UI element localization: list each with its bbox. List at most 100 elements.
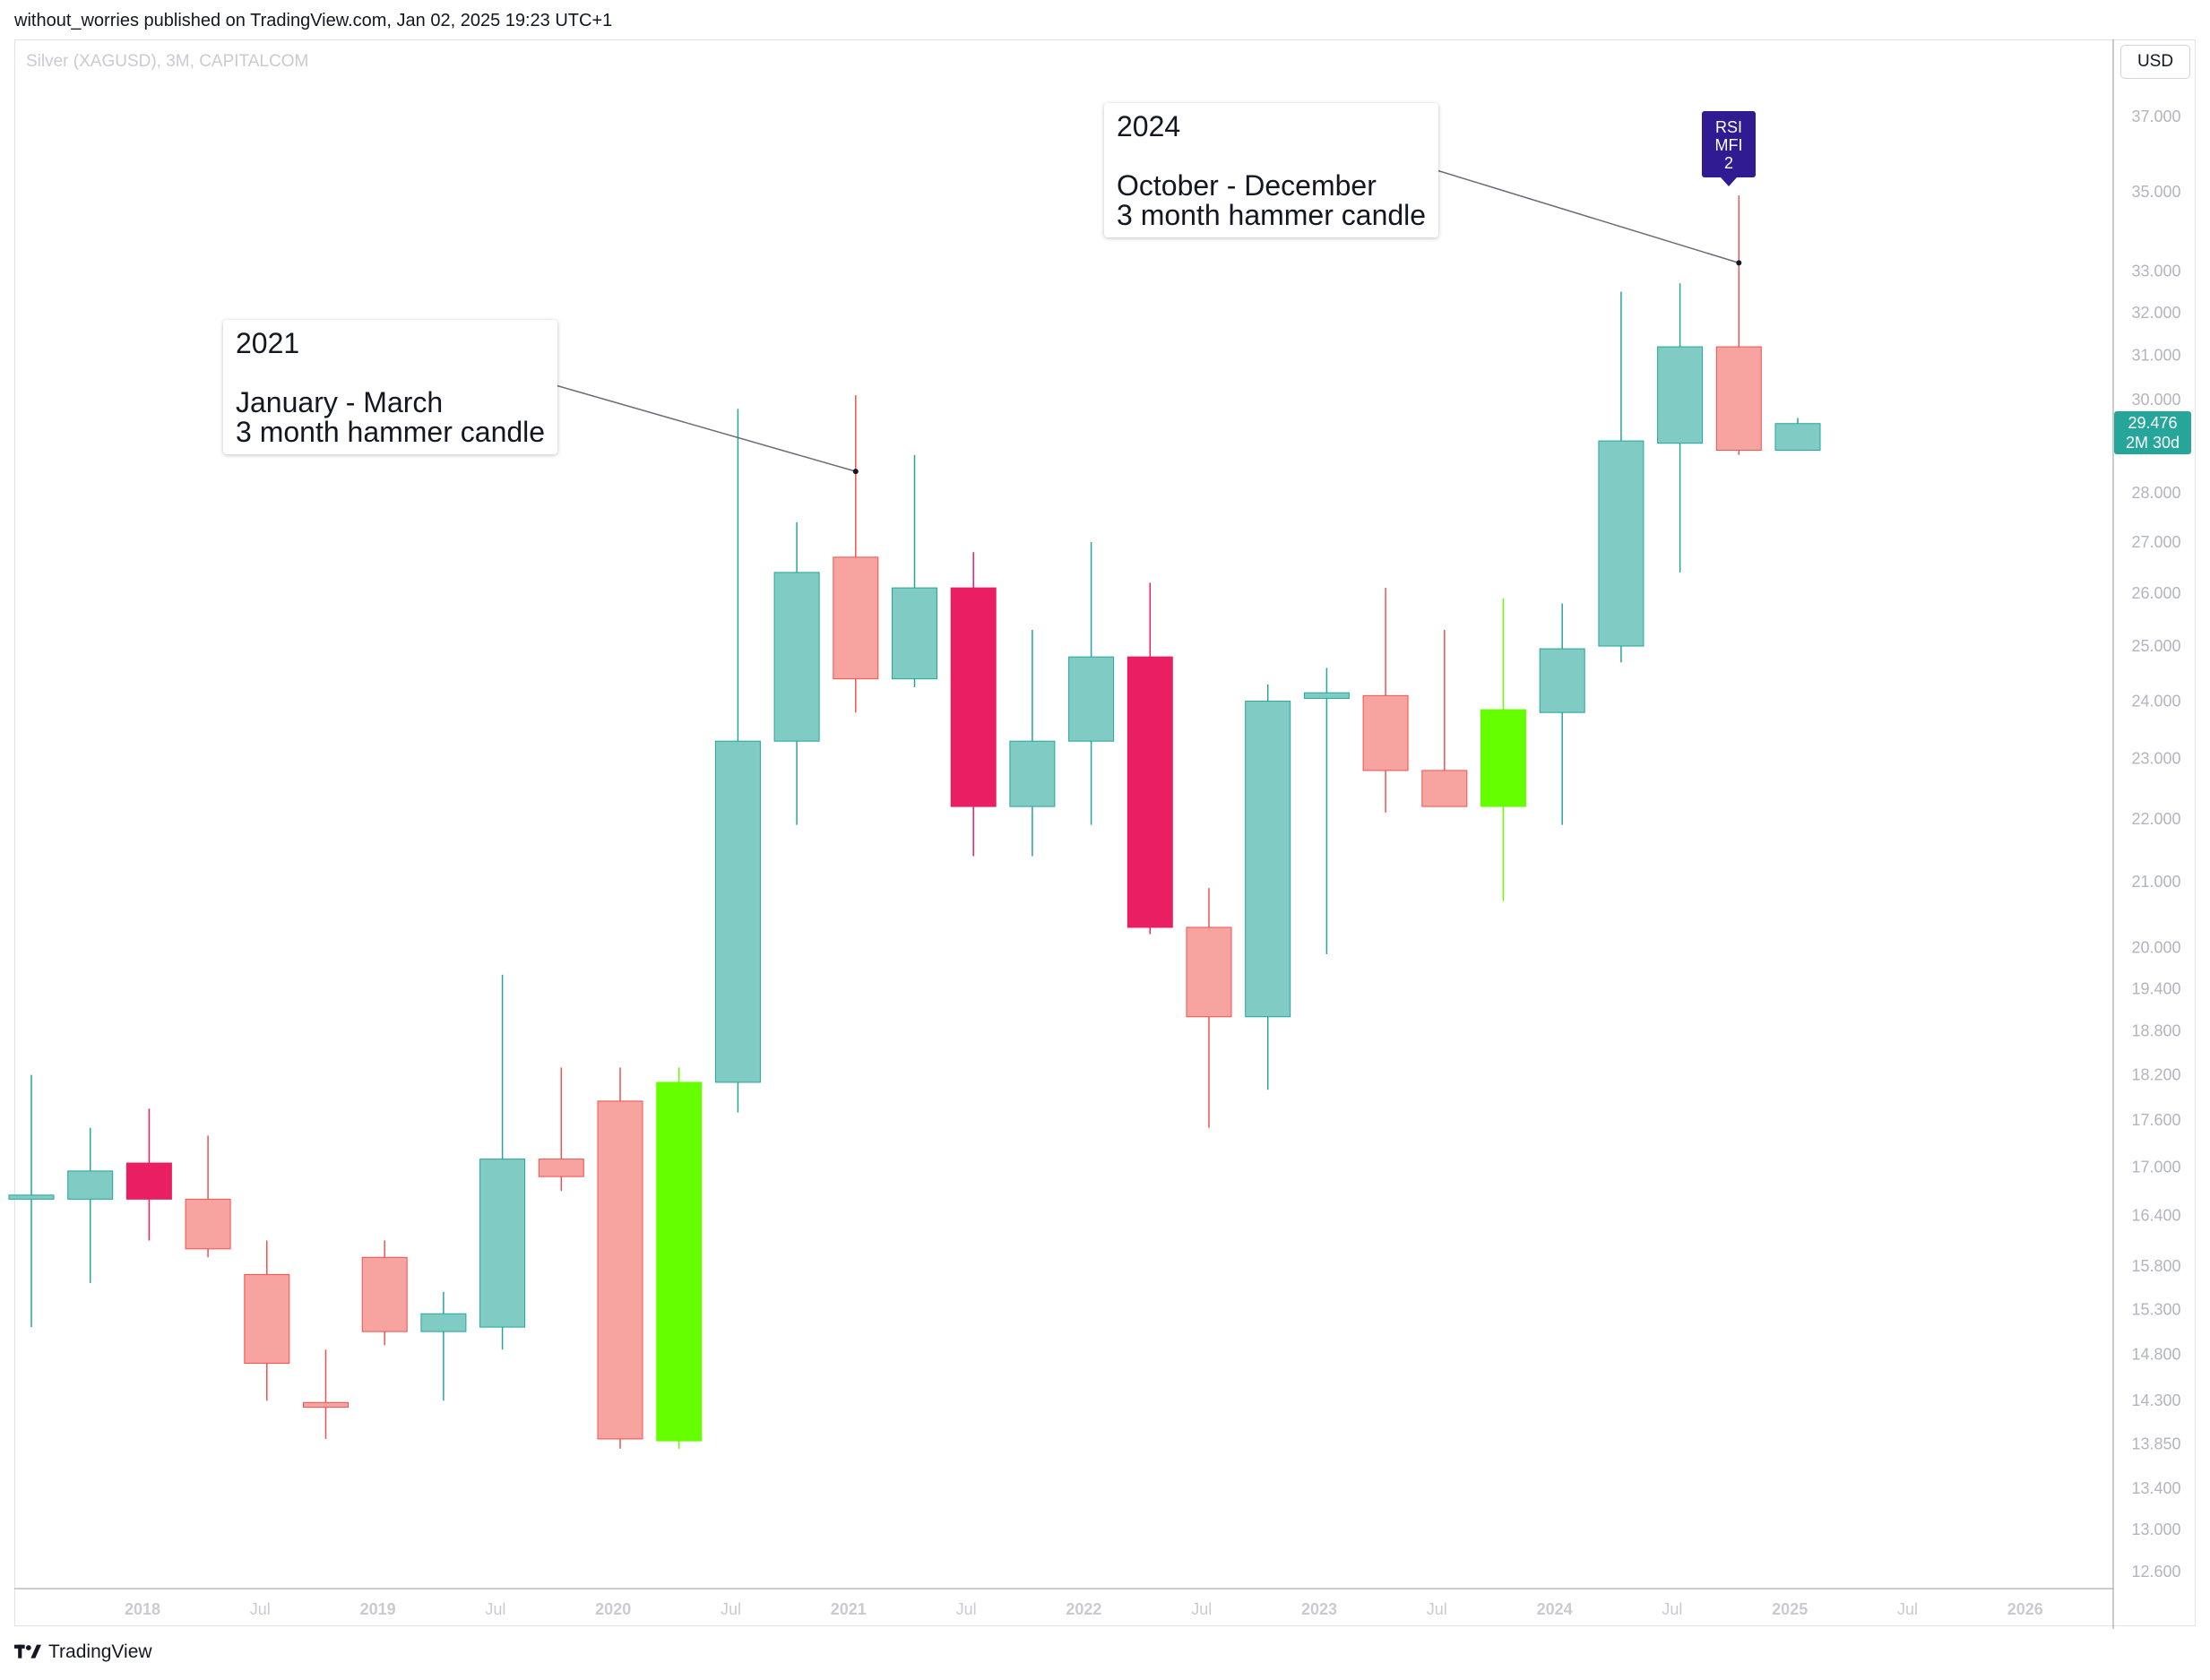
candle-body [950, 587, 997, 807]
x-tick-label: Jul [1191, 1600, 1212, 1618]
y-tick-label: 25.000 [2131, 637, 2180, 655]
y-tick-label: 33.000 [2131, 262, 2180, 280]
candle-body [185, 1198, 231, 1250]
x-tick-label: 2022 [1066, 1600, 1101, 1618]
symbol-line: Silver (XAGUSD), 3M, CAPITALCOM [26, 52, 309, 71]
y-tick-label: 17.600 [2131, 1111, 2180, 1129]
y-tick-label: 16.400 [2131, 1207, 2180, 1225]
rsi-label: RSI [1714, 118, 1742, 136]
candle-body [773, 572, 820, 742]
tradingview-logo-icon [14, 1644, 41, 1658]
candle-body [1715, 346, 1762, 451]
candle-body [8, 1194, 55, 1200]
annotation-2024-line2: 3 month hammer candle [1117, 199, 1427, 231]
tag-count: 2 [1723, 154, 1733, 172]
candle-body [1657, 346, 1704, 444]
y-tick-label: 14.800 [2131, 1345, 2180, 1363]
x-tick-label: 2019 [360, 1600, 396, 1618]
candle-body [1186, 926, 1232, 1018]
candle-body [656, 1081, 703, 1442]
x-tick-label: Jul [1897, 1600, 1918, 1618]
y-tick-label: 22.000 [2131, 810, 2180, 828]
candle-body [1245, 701, 1291, 1018]
annotation-2024-line1: October - December [1117, 169, 1377, 202]
candle-body [125, 1162, 172, 1200]
last-price-tag: 29.476 2M 30d [2114, 411, 2191, 454]
rsi-mfi-tag[interactable]: RSI MFI 2 [1702, 111, 1756, 186]
y-tick-label: 35.000 [2131, 183, 2180, 201]
last-price: 29.476 [2128, 414, 2178, 432]
footer: TradingView [14, 1641, 152, 1663]
y-tick-label: 26.000 [2131, 584, 2180, 602]
footer-brand: TradingView [48, 1641, 152, 1662]
annotation-2021-line2: 3 month hammer candle [236, 416, 546, 448]
candle-body [1009, 740, 1056, 807]
x-tick-label: Jul [1662, 1600, 1682, 1618]
y-tick-label: 37.000 [2131, 108, 2180, 125]
y-tick-label: 18.800 [2131, 1022, 2180, 1040]
x-tick-label: Jul [721, 1600, 741, 1618]
y-tick-label: 18.200 [2131, 1066, 2180, 1084]
annotation-2021-connector [555, 384, 857, 472]
mfi-label: MFI [1714, 136, 1743, 154]
y-tick-label: 15.800 [2131, 1257, 2180, 1275]
candle-body [67, 1170, 114, 1200]
x-tick-label: 2021 [831, 1600, 867, 1618]
y-tick-label: 20.000 [2131, 938, 2180, 956]
y-tick-label: 17.000 [2131, 1158, 2180, 1176]
y-tick-label: 31.000 [2131, 347, 2180, 365]
y-tick-label: 13.000 [2131, 1521, 2180, 1538]
x-tick-label: 2025 [1772, 1600, 1808, 1618]
chart-frame [14, 39, 2196, 1626]
y-tick-label: 32.000 [2131, 304, 2180, 322]
y-tick-label: 21.000 [2131, 873, 2180, 891]
x-tick-label: 2026 [2007, 1600, 2043, 1618]
candle-body [892, 587, 937, 680]
candle-body [1598, 440, 1645, 647]
candle-body [833, 556, 879, 680]
candle-body [1068, 656, 1115, 742]
annotation-2021-anchor [852, 469, 859, 475]
y-tick-label: 24.000 [2131, 693, 2180, 711]
candle-body [420, 1313, 467, 1332]
annotation-2021[interactable]: 2021 January - March 3 month hammer cand… [223, 320, 558, 454]
candle-body [1421, 770, 1468, 807]
x-tick-label: Jul [250, 1600, 271, 1618]
x-tick-label: Jul [485, 1600, 505, 1618]
y-tick-label: 13.400 [2131, 1479, 2180, 1497]
y-tick-label: 23.000 [2131, 750, 2180, 768]
candle-body [538, 1159, 584, 1177]
candle-body [1539, 648, 1585, 713]
candle-body [1303, 692, 1350, 699]
x-tick-label: 2024 [1537, 1600, 1573, 1618]
y-tick-label: 19.400 [2131, 979, 2180, 997]
annotation-2024[interactable]: 2024 October - December 3 month hammer c… [1104, 103, 1439, 237]
x-tick-label: 2023 [1301, 1600, 1337, 1618]
candle-body [1481, 709, 1526, 807]
published-header: without_worries published on TradingView… [14, 11, 613, 30]
candle-body [303, 1401, 349, 1409]
annotation-2024-connector [1436, 169, 1740, 264]
x-tick-label: Jul [1427, 1600, 1447, 1618]
x-tick-label: 2018 [125, 1600, 160, 1618]
candle-body [479, 1159, 526, 1328]
y-tick-label: 13.850 [2131, 1434, 2180, 1452]
annotation-2024-year: 2024 [1117, 110, 1181, 142]
candle-body [1774, 423, 1821, 451]
currency-button[interactable]: USD [2120, 45, 2190, 79]
y-tick-label: 14.300 [2131, 1391, 2180, 1409]
bar-countdown: 2M 30d [2125, 434, 2180, 452]
candle-body [361, 1256, 408, 1332]
x-tick-label: Jul [956, 1600, 977, 1618]
candle-body [1362, 694, 1409, 771]
annotation-2021-year: 2021 [236, 327, 300, 359]
candle-body [1127, 656, 1173, 928]
y-tick-label: 28.000 [2131, 484, 2180, 502]
annotation-2021-line1: January - March [236, 386, 444, 418]
candle-body [244, 1273, 290, 1365]
candle-body [597, 1100, 643, 1440]
y-tick-label: 30.000 [2131, 391, 2180, 409]
y-tick-label: 15.300 [2131, 1300, 2180, 1318]
y-tick-label: 27.000 [2131, 533, 2180, 551]
